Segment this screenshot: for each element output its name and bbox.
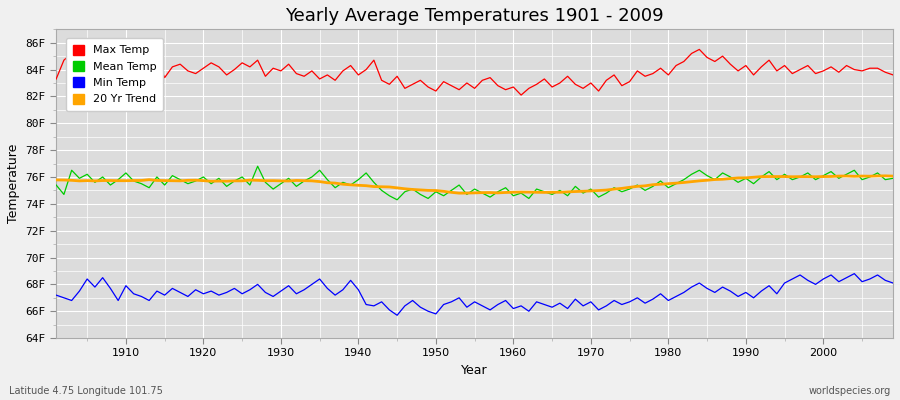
Y-axis label: Temperature: Temperature bbox=[7, 144, 20, 223]
X-axis label: Year: Year bbox=[462, 364, 488, 377]
Legend: Max Temp, Mean Temp, Min Temp, 20 Yr Trend: Max Temp, Mean Temp, Min Temp, 20 Yr Tre… bbox=[66, 38, 163, 111]
Title: Yearly Average Temperatures 1901 - 2009: Yearly Average Temperatures 1901 - 2009 bbox=[285, 7, 664, 25]
Text: Latitude 4.75 Longitude 101.75: Latitude 4.75 Longitude 101.75 bbox=[9, 386, 163, 396]
Text: worldspecies.org: worldspecies.org bbox=[809, 386, 891, 396]
